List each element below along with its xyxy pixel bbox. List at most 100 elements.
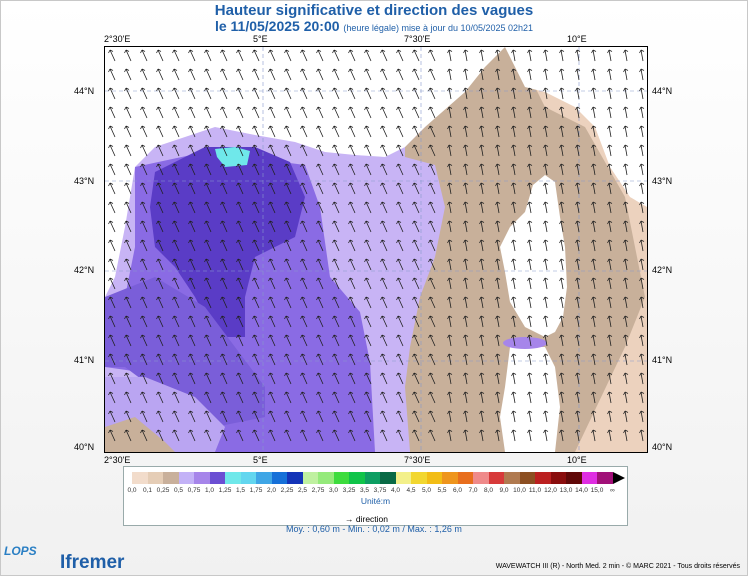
direction-arrow xyxy=(607,315,613,328)
direction-arrow xyxy=(268,391,276,404)
direction-arrow xyxy=(268,106,276,119)
direction-arrow xyxy=(495,258,501,271)
direction-arrow xyxy=(412,182,420,195)
direction-arrow xyxy=(108,372,116,385)
direction-arrow xyxy=(124,220,132,233)
direction-arrow xyxy=(463,220,469,233)
direction-arrow xyxy=(380,201,388,214)
direction-arrow xyxy=(495,144,501,157)
direction-arrow xyxy=(220,68,228,81)
direction-arrow xyxy=(511,163,517,176)
direction-arrow xyxy=(108,353,116,366)
direction-arrow xyxy=(284,87,292,100)
direction-arrow xyxy=(428,410,436,423)
direction-arrow xyxy=(252,334,260,347)
direction-arrow xyxy=(204,429,212,442)
direction-arrow xyxy=(495,182,501,195)
direction-arrow xyxy=(316,49,324,62)
direction-arrow xyxy=(348,334,356,347)
direction-arrow xyxy=(348,220,356,233)
direction-arrow xyxy=(428,125,436,138)
direction-arrow xyxy=(527,391,533,404)
direction-arrow xyxy=(575,315,581,328)
direction-arrow xyxy=(559,372,565,385)
direction-arrow xyxy=(380,68,388,81)
direction-arrow xyxy=(364,220,372,233)
direction-arrow xyxy=(284,182,292,195)
colorbar-tick-label: 4,5 xyxy=(406,487,416,494)
direction-arrow xyxy=(188,220,196,233)
direction-arrow xyxy=(479,353,485,366)
direction-arrow xyxy=(575,201,581,214)
direction-arrow xyxy=(108,334,116,347)
direction-arrow xyxy=(108,106,116,119)
direction-arrow xyxy=(607,182,613,195)
direction-arrow xyxy=(639,391,645,404)
direction-arrow xyxy=(188,68,196,81)
direction-arrow xyxy=(348,239,356,252)
direction-arrow xyxy=(543,144,549,157)
direction-arrow xyxy=(284,410,292,423)
direction-arrow xyxy=(575,429,581,442)
direction-arrow xyxy=(607,125,613,138)
colorbar-swatch xyxy=(535,472,551,484)
direction-arrow xyxy=(428,334,436,347)
direction-arrow xyxy=(495,49,501,62)
lat-label-left: 41°N xyxy=(74,355,95,365)
direction-arrow xyxy=(364,182,372,195)
direction-arrow xyxy=(204,296,212,309)
direction-arrow xyxy=(252,125,260,138)
direction-arrow xyxy=(332,163,340,176)
map-subtitle: le 11/05/2025 20:00 (heure légale) mise … xyxy=(0,18,748,34)
unit-label: Unité:m xyxy=(360,496,391,506)
colorbar-tick-label: 3,0 xyxy=(328,487,339,494)
direction-arrow xyxy=(252,201,260,214)
direction-arrow xyxy=(236,68,244,81)
colorbar-tick-label: 14,0 xyxy=(575,487,588,494)
direction-arrow xyxy=(463,315,469,328)
direction-arrow xyxy=(396,277,404,290)
direction-arrow xyxy=(332,277,340,290)
direction-arrow xyxy=(300,334,308,347)
direction-arrow xyxy=(300,258,308,271)
direction-arrow xyxy=(559,106,565,119)
lon-label-bottom: 5°E xyxy=(253,455,268,465)
direction-arrow xyxy=(511,144,517,157)
direction-arrow xyxy=(140,315,148,328)
direction-arrow xyxy=(140,201,148,214)
colorbar-swatch xyxy=(256,472,272,484)
direction-arrow xyxy=(268,239,276,252)
colorbar-swatch xyxy=(163,472,179,484)
colorbar-tick-label: 15,0 xyxy=(590,487,604,494)
direction-arrow xyxy=(495,372,501,385)
direction-arrow xyxy=(591,372,597,385)
colorbar-tick-label: 9,0 xyxy=(499,487,509,494)
direction-arrow xyxy=(623,296,629,309)
land-italy xyxy=(505,47,647,207)
direction-arrow xyxy=(623,315,629,328)
direction-arrow xyxy=(511,201,517,214)
direction-arrow xyxy=(479,106,485,119)
direction-arrow xyxy=(527,68,533,81)
direction-arrow xyxy=(188,334,196,347)
direction-arrow xyxy=(479,163,485,176)
direction-label: direction xyxy=(355,514,389,524)
direction-arrow xyxy=(623,334,629,347)
lon-label-top: 10°E xyxy=(567,34,587,44)
direction-arrow xyxy=(204,239,212,252)
lon-label-top: 5°E xyxy=(253,34,268,44)
direction-arrow xyxy=(543,239,549,252)
direction-arrow xyxy=(495,410,501,423)
direction-arrow xyxy=(188,49,196,62)
direction-arrow xyxy=(124,68,132,81)
direction-arrow xyxy=(316,372,324,385)
colorbar-tick-label: 2,5 xyxy=(297,487,308,494)
direction-arrow xyxy=(396,258,404,271)
direction-arrow xyxy=(108,258,116,271)
direction-arrow xyxy=(188,106,196,119)
colorbar-tick-label: 4,0 xyxy=(390,487,401,494)
direction-arrow xyxy=(447,144,453,157)
direction-arrow xyxy=(348,277,356,290)
direction-arrow xyxy=(412,201,420,214)
direction-arrow xyxy=(396,125,404,138)
